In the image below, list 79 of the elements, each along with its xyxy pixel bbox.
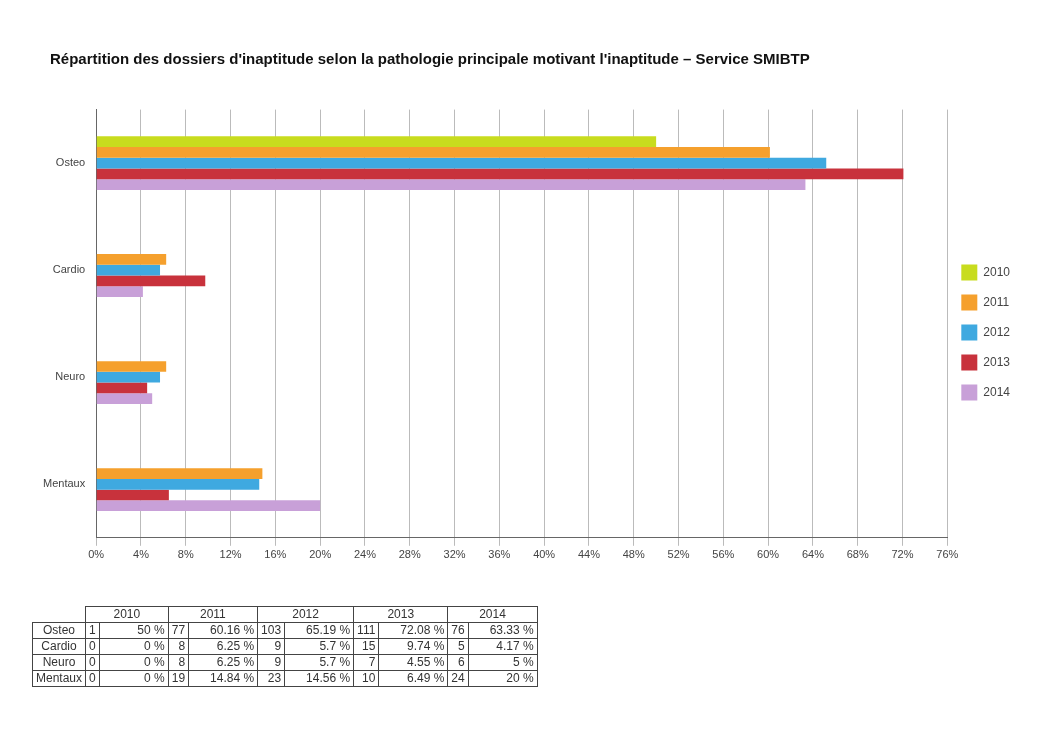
text: 0 % xyxy=(144,655,165,669)
text: 65.19 % xyxy=(306,623,351,637)
text: 63.33 % xyxy=(489,623,534,637)
y-tick-label: Osteo xyxy=(32,622,86,639)
data-label: 24 xyxy=(447,670,469,687)
data-label: 0 xyxy=(85,638,100,655)
data-label: 15 xyxy=(353,638,379,655)
y-tick-label: Osteo xyxy=(55,156,86,169)
text: 72.08 % xyxy=(400,623,445,637)
y-tick-label: Neuro xyxy=(55,370,86,383)
x-tick-label: 76% xyxy=(936,548,959,561)
legend-label: 2013 xyxy=(983,354,1011,369)
text: 60.16 % xyxy=(210,623,255,637)
y-tick-label: Mentaux xyxy=(42,477,86,490)
data-label: 8 xyxy=(168,638,189,655)
x-tick-label: 8% xyxy=(177,548,194,561)
data-label: 5 xyxy=(447,638,469,655)
x-tick-label: 52% xyxy=(667,548,690,561)
x-tick-label: 4% xyxy=(133,548,150,561)
data-label: 77 xyxy=(168,622,189,639)
x-tick-label: 28% xyxy=(398,548,421,561)
data-label: 76 xyxy=(447,622,469,639)
text: 0 % xyxy=(144,639,165,653)
x-tick-label: 2011 xyxy=(168,606,258,623)
x-tick-label: 0% xyxy=(88,548,105,561)
data-label: 23 xyxy=(257,670,285,687)
x-tick-label: 36% xyxy=(488,548,511,561)
legend-label: 2010 xyxy=(983,264,1011,279)
data-label: 7 xyxy=(353,654,379,671)
text: 14.84 % xyxy=(210,671,255,685)
x-tick-label: 2012 xyxy=(257,606,354,623)
legend-label: 2012 xyxy=(983,324,1011,339)
data-label: 103 xyxy=(257,622,285,639)
x-tick-label: 32% xyxy=(443,548,466,561)
x-tick-label: 44% xyxy=(577,548,601,561)
data-label: 0 xyxy=(85,654,100,671)
data-label: 8 xyxy=(168,654,189,671)
text: 0 % xyxy=(144,671,165,685)
text: 4.17 % xyxy=(496,639,534,653)
text: 20 % xyxy=(506,671,534,685)
data-label: 9 xyxy=(257,638,285,655)
x-tick-label: 2010 xyxy=(85,606,169,623)
x-tick-label: 72% xyxy=(891,548,914,561)
text: 5 % xyxy=(513,655,534,669)
x-tick-label: 24% xyxy=(353,548,377,561)
x-tick-label: 68% xyxy=(846,548,869,561)
data-label: 19 xyxy=(168,670,189,687)
x-tick-label: 20% xyxy=(309,548,332,561)
text: 4.55 % xyxy=(407,655,445,669)
x-tick-label: 60% xyxy=(757,548,780,561)
data-label: 9 xyxy=(257,654,285,671)
text: 9.74 % xyxy=(407,639,445,653)
data-label: 6 xyxy=(447,654,469,671)
text: 6.25 % xyxy=(216,639,255,653)
chart-title: Répartition des dossiers d'inaptitude selon la pathologie principale motivant l'inaptitude – Service SMIBTP xyxy=(50,50,810,67)
x-tick-label: 12% xyxy=(219,548,242,561)
y-tick-label: Cardio xyxy=(52,263,86,276)
x-tick-label: 40% xyxy=(533,548,556,561)
data-label: 0 xyxy=(85,670,100,687)
x-tick-label: 64% xyxy=(801,548,825,561)
data-label: 10 xyxy=(353,670,379,687)
x-tick-label: 2014 xyxy=(447,606,538,623)
text: 14.56 % xyxy=(306,671,351,685)
text: 5.7 % xyxy=(319,655,351,669)
legend-label: 2011 xyxy=(983,294,1010,309)
y-tick-label: Neuro xyxy=(32,654,86,671)
data-label: 1 xyxy=(85,622,100,639)
y-tick-label: Mentaux xyxy=(32,670,86,687)
text: 6.25 % xyxy=(216,655,255,669)
x-tick-label: 16% xyxy=(264,548,287,561)
x-tick-label: 48% xyxy=(622,548,645,561)
data-label: 111 xyxy=(353,622,379,639)
x-tick-label: 2013 xyxy=(353,606,448,623)
text: 5.7 % xyxy=(319,639,351,653)
text: 50 % xyxy=(137,623,165,637)
y-tick-label: Cardio xyxy=(32,638,86,655)
x-tick-label: 56% xyxy=(712,548,735,561)
legend-label: 2014 xyxy=(983,384,1011,399)
text: 6.49 % xyxy=(407,671,445,685)
